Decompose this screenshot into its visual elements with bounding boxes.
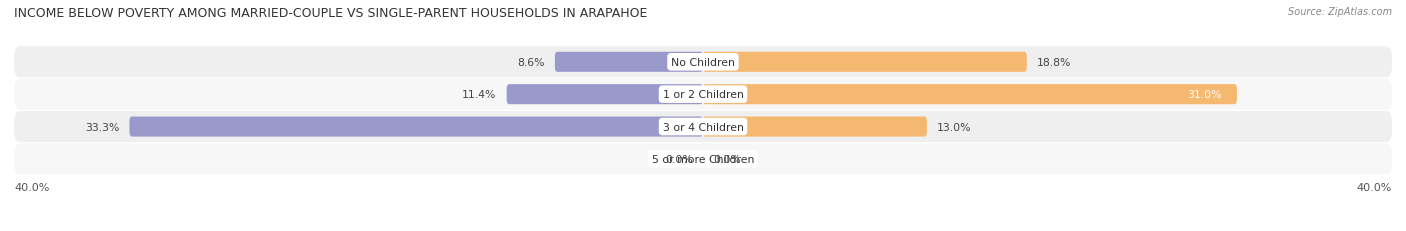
Text: 0.0%: 0.0% [713,154,741,164]
FancyBboxPatch shape [506,85,703,105]
FancyBboxPatch shape [703,85,1237,105]
FancyBboxPatch shape [14,79,1392,110]
Text: 3 or 4 Children: 3 or 4 Children [662,122,744,132]
Text: 8.6%: 8.6% [517,58,544,67]
Bar [703,153,709,165]
FancyBboxPatch shape [14,112,1392,143]
Text: Source: ZipAtlas.com: Source: ZipAtlas.com [1288,7,1392,17]
Text: 11.4%: 11.4% [463,90,496,100]
FancyBboxPatch shape [14,47,1392,78]
Text: 33.3%: 33.3% [84,122,120,132]
Text: 40.0%: 40.0% [14,182,49,192]
FancyBboxPatch shape [703,52,1026,73]
Text: 31.0%: 31.0% [1187,90,1222,100]
Text: 0.0%: 0.0% [665,154,693,164]
FancyBboxPatch shape [14,144,1392,175]
FancyBboxPatch shape [703,117,927,137]
Text: 40.0%: 40.0% [1357,182,1392,192]
Text: 1 or 2 Children: 1 or 2 Children [662,90,744,100]
Text: 13.0%: 13.0% [938,122,972,132]
Text: INCOME BELOW POVERTY AMONG MARRIED-COUPLE VS SINGLE-PARENT HOUSEHOLDS IN ARAPAHO: INCOME BELOW POVERTY AMONG MARRIED-COUPL… [14,7,647,20]
FancyBboxPatch shape [129,117,703,137]
Text: No Children: No Children [671,58,735,67]
Text: 5 or more Children: 5 or more Children [652,154,754,164]
FancyBboxPatch shape [555,52,703,73]
Text: 18.8%: 18.8% [1038,58,1071,67]
Bar [697,153,703,165]
